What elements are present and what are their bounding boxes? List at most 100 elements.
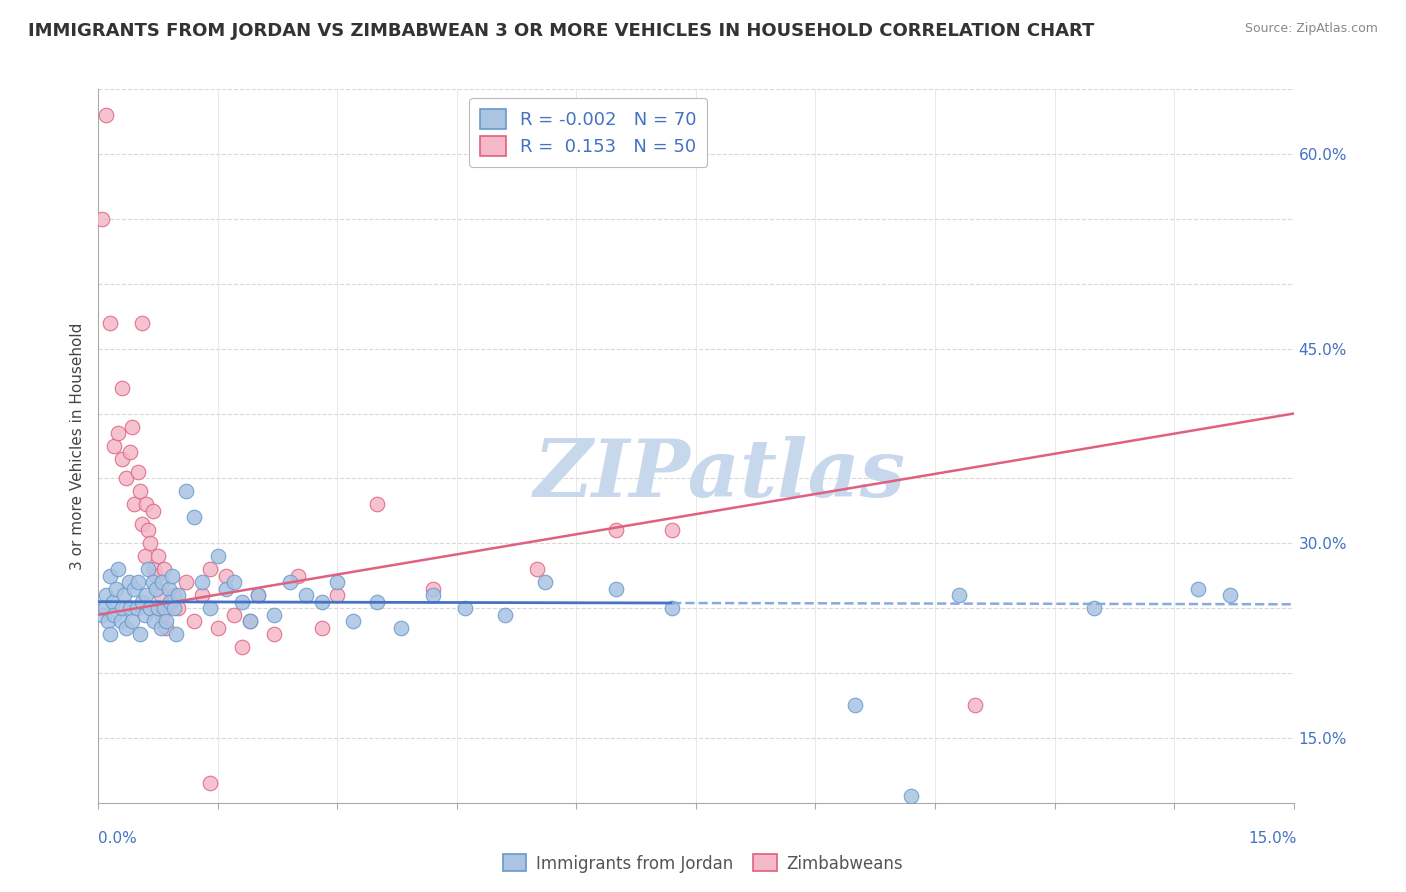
Point: [342, 614, 364, 628]
Point: [120, 601, 142, 615]
Text: ZIPatlas: ZIPatlas: [534, 436, 905, 513]
Text: IMMIGRANTS FROM JORDAN VS ZIMBABWEAN 3 OR MORE VEHICLES IN HOUSEHOLD CORRELATION: IMMIGRANTS FROM JORDAN VS ZIMBABWEAN 3 O…: [28, 22, 1094, 40]
Text: Source: ZipAtlas.com: Source: ZipAtlas.com: [1244, 22, 1378, 36]
Point: [159, 595, 181, 609]
Point: [155, 614, 177, 628]
Point: [152, 601, 174, 615]
Point: [121, 419, 143, 434]
Point: [191, 575, 214, 590]
Point: [131, 316, 153, 330]
Point: [163, 601, 186, 615]
Point: [239, 614, 262, 628]
Point: [1187, 582, 1209, 596]
Point: [231, 640, 253, 654]
Point: [125, 601, 148, 615]
Point: [103, 439, 125, 453]
Point: [207, 621, 229, 635]
Point: [152, 562, 174, 576]
Point: [142, 504, 165, 518]
Point: [91, 607, 114, 622]
Point: [389, 621, 412, 635]
Point: [263, 607, 285, 622]
Point: [118, 575, 141, 590]
Point: [111, 452, 134, 467]
Point: [121, 614, 143, 628]
Point: [143, 562, 166, 576]
Point: [422, 582, 444, 596]
Point: [1083, 601, 1105, 615]
Point: [104, 582, 127, 596]
Point: [149, 621, 172, 635]
Point: [148, 601, 170, 615]
Point: [112, 588, 135, 602]
Point: [139, 536, 162, 550]
Point: [222, 607, 245, 622]
Point: [131, 595, 153, 609]
Point: [115, 471, 138, 485]
Point: [155, 621, 177, 635]
Point: [167, 588, 190, 602]
Legend: R = -0.002   N = 70, R =  0.153   N = 50: R = -0.002 N = 70, R = 0.153 N = 50: [470, 98, 707, 167]
Point: [96, 108, 118, 122]
Point: [103, 607, 125, 622]
Y-axis label: 3 or more Vehicles in Household: 3 or more Vehicles in Household: [70, 322, 86, 570]
Point: [183, 510, 205, 524]
Point: [526, 562, 548, 576]
Point: [149, 588, 172, 602]
Point: [183, 614, 205, 628]
Point: [124, 582, 146, 596]
Point: [263, 627, 285, 641]
Point: [145, 582, 167, 596]
Point: [246, 588, 269, 602]
Point: [326, 588, 349, 602]
Point: [605, 582, 627, 596]
Point: [120, 445, 142, 459]
Point: [661, 601, 683, 615]
Point: [844, 698, 866, 713]
Point: [215, 582, 238, 596]
Point: [198, 562, 221, 576]
Point: [661, 524, 683, 538]
Point: [326, 575, 349, 590]
Point: [98, 316, 122, 330]
Point: [287, 568, 309, 582]
Legend: Immigrants from Jordan, Zimbabweans: Immigrants from Jordan, Zimbabweans: [496, 847, 910, 880]
Point: [143, 614, 166, 628]
Point: [115, 621, 138, 635]
Point: [948, 588, 970, 602]
Point: [366, 595, 388, 609]
Point: [134, 607, 156, 622]
Point: [157, 582, 180, 596]
Point: [135, 497, 157, 511]
Point: [127, 575, 149, 590]
Point: [174, 575, 197, 590]
Point: [94, 601, 117, 615]
Point: [150, 607, 173, 622]
Point: [124, 497, 146, 511]
Point: [311, 621, 333, 635]
Text: 0.0%: 0.0%: [98, 831, 138, 846]
Point: [163, 588, 186, 602]
Point: [160, 568, 183, 582]
Point: [142, 575, 165, 590]
Point: [422, 588, 444, 602]
Point: [131, 516, 153, 531]
Point: [111, 601, 134, 615]
Point: [135, 588, 157, 602]
Point: [246, 588, 269, 602]
Point: [91, 211, 114, 226]
Point: [278, 575, 301, 590]
Point: [494, 607, 516, 622]
Point: [900, 789, 922, 804]
Point: [101, 595, 124, 609]
Point: [239, 614, 262, 628]
Point: [198, 601, 221, 615]
Point: [454, 601, 477, 615]
Point: [136, 524, 159, 538]
Point: [533, 575, 555, 590]
Point: [128, 484, 150, 499]
Point: [231, 595, 253, 609]
Point: [134, 549, 156, 564]
Point: [167, 601, 190, 615]
Point: [222, 575, 245, 590]
